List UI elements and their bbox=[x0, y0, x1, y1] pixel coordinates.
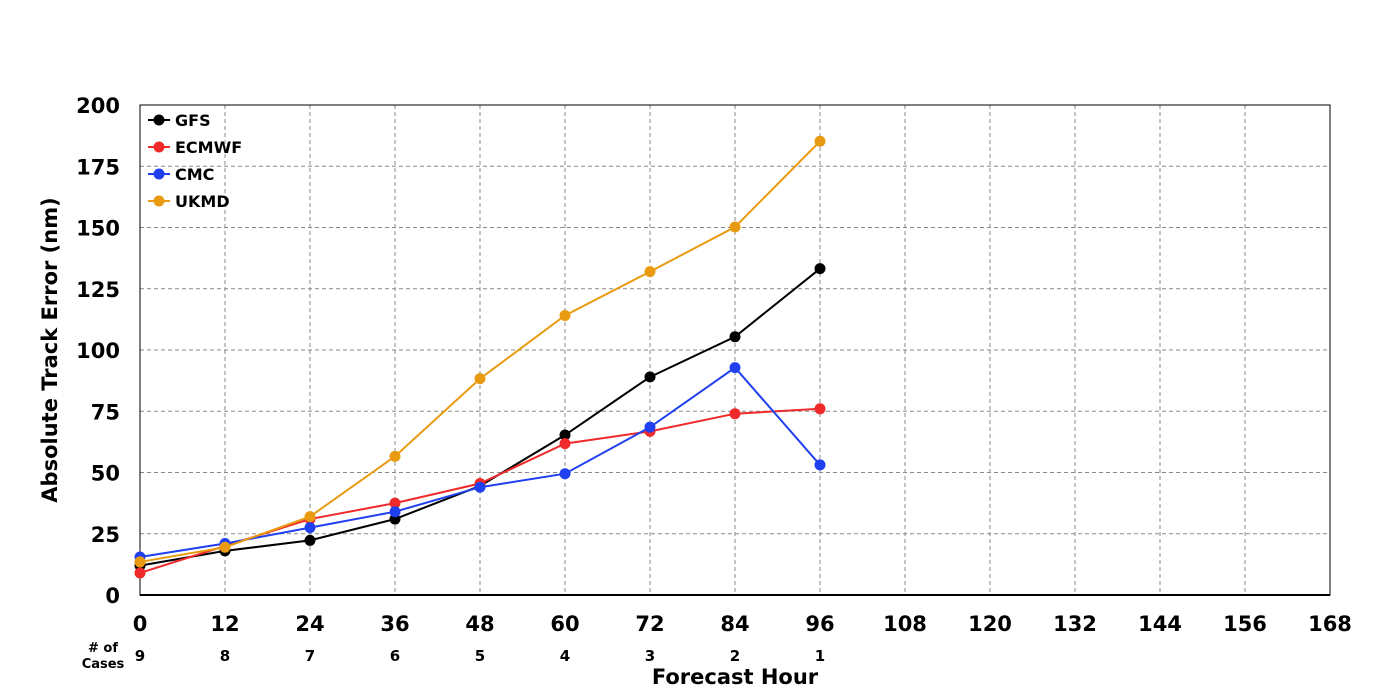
x-axis-ticks: 0 12 24 36 48 60 72 84 96 108 120 132 144 156 168 bbox=[133, 612, 1352, 636]
case-count-label: 4 bbox=[560, 647, 570, 665]
legend-marker-ecmwf bbox=[153, 141, 165, 153]
data-point-cmc bbox=[814, 459, 826, 471]
data-point-ukmd bbox=[729, 221, 741, 233]
case-count-label: 3 bbox=[645, 647, 655, 665]
case-count-label: 1 bbox=[815, 647, 825, 665]
legend-item-ukmd: UKMD bbox=[148, 192, 230, 211]
y-tick-label: 125 bbox=[76, 278, 120, 302]
x-axis-title: Forecast Hour bbox=[652, 665, 819, 689]
legend-item-gfs: GFS bbox=[148, 111, 211, 130]
legend-marker-ukmd bbox=[153, 195, 165, 207]
y-tick-label: 25 bbox=[91, 523, 120, 547]
cases-label-line: # of bbox=[88, 641, 118, 656]
data-point-cmc bbox=[644, 421, 656, 433]
data-point-ukmd bbox=[134, 556, 146, 568]
legend-item-ecmwf: ECMWF bbox=[148, 138, 242, 157]
cases-label: # of Cases bbox=[82, 641, 125, 672]
data-point-gfs bbox=[559, 429, 571, 441]
x-tick-label: 156 bbox=[1223, 612, 1267, 636]
case-count-label: 5 bbox=[475, 647, 485, 665]
legend: GFS ECMWF CMC UKMD bbox=[148, 111, 242, 211]
data-point-cmc bbox=[474, 481, 486, 493]
data-point-gfs bbox=[304, 534, 316, 546]
x-tick-label: 84 bbox=[720, 612, 749, 636]
x-tick-label: 72 bbox=[635, 612, 664, 636]
legend-label-ecmwf: ECMWF bbox=[175, 138, 242, 157]
y-tick-label: 75 bbox=[91, 400, 120, 424]
data-point-gfs bbox=[814, 263, 826, 275]
data-point-cmc bbox=[304, 522, 316, 534]
y-tick-label: 175 bbox=[76, 155, 120, 179]
x-tick-label: 168 bbox=[1308, 612, 1352, 636]
x-tick-label: 120 bbox=[968, 612, 1012, 636]
data-point-ecmwf bbox=[559, 438, 571, 450]
case-count-label: 8 bbox=[220, 647, 230, 665]
grid-lines bbox=[140, 105, 1330, 595]
cases-row: # of Cases 9 8 7 6 5 4 3 2 1 bbox=[82, 641, 826, 672]
x-tick-label: 108 bbox=[883, 612, 927, 636]
cases-label-line: Cases bbox=[82, 657, 125, 672]
data-point-cmc bbox=[389, 506, 401, 518]
x-tick-label: 132 bbox=[1053, 612, 1097, 636]
y-axis-ticks: 0 25 50 75 100 125 150 175 200 bbox=[76, 94, 120, 608]
x-tick-label: 48 bbox=[465, 612, 494, 636]
data-point-ukmd bbox=[644, 266, 656, 278]
data-point-ecmwf bbox=[134, 567, 146, 579]
data-point-ukmd bbox=[389, 450, 401, 462]
data-point-gfs bbox=[729, 331, 741, 343]
data-point-ecmwf bbox=[729, 408, 741, 420]
x-tick-label: 60 bbox=[550, 612, 579, 636]
x-tick-label: 36 bbox=[380, 612, 409, 636]
case-count-label: 6 bbox=[390, 647, 400, 665]
y-tick-label: 200 bbox=[76, 94, 120, 118]
data-point-cmc bbox=[559, 468, 571, 480]
y-tick-label: 100 bbox=[76, 339, 120, 363]
case-count-label: 9 bbox=[135, 647, 145, 665]
data-point-ukmd bbox=[474, 373, 486, 385]
series-layer bbox=[134, 135, 826, 579]
x-tick-label: 96 bbox=[805, 612, 834, 636]
x-tick-label: 144 bbox=[1138, 612, 1182, 636]
legend-marker-cmc bbox=[153, 168, 165, 180]
y-axis-title: Absolute Track Error (nm) bbox=[38, 197, 62, 502]
data-point-gfs bbox=[644, 371, 656, 383]
x-tick-label: 24 bbox=[295, 612, 324, 636]
legend-label-cmc: CMC bbox=[175, 165, 214, 184]
data-point-cmc bbox=[729, 362, 741, 374]
case-count-label: 2 bbox=[730, 647, 740, 665]
case-count-label: 7 bbox=[305, 647, 315, 665]
y-tick-label: 0 bbox=[105, 584, 120, 608]
legend-item-cmc: CMC bbox=[148, 165, 214, 184]
data-point-ukmd bbox=[219, 541, 231, 553]
data-point-ecmwf bbox=[814, 403, 826, 415]
legend-label-ukmd: UKMD bbox=[175, 192, 230, 211]
data-point-ukmd bbox=[304, 511, 316, 523]
legend-label-gfs: GFS bbox=[175, 111, 211, 130]
x-tick-label: 0 bbox=[133, 612, 148, 636]
data-point-ukmd bbox=[814, 135, 826, 147]
legend-marker-gfs bbox=[153, 114, 165, 126]
data-point-ecmwf bbox=[389, 497, 401, 509]
y-tick-label: 150 bbox=[76, 217, 120, 241]
series-ukmd bbox=[134, 135, 826, 568]
x-tick-label: 12 bbox=[210, 612, 239, 636]
y-tick-label: 50 bbox=[91, 462, 120, 486]
data-point-ukmd bbox=[559, 309, 571, 321]
